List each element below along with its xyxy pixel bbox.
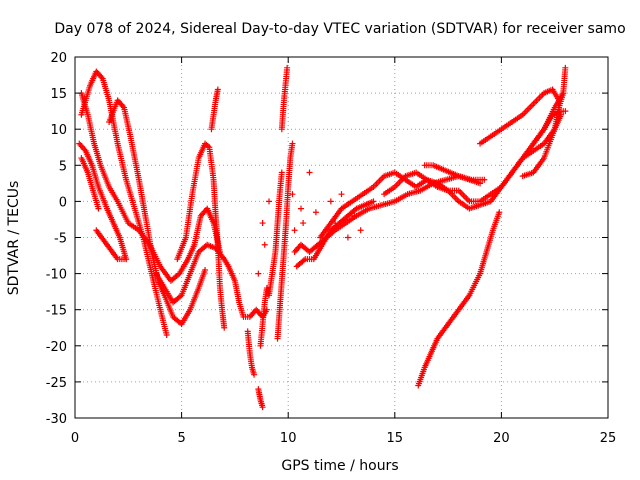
data-point [221,324,228,331]
x-axis-title: GPS time / hours [281,458,398,474]
data-point [259,220,266,227]
data-point [255,270,262,277]
x-tick-label: 0 [71,431,79,446]
y-tick-label: 5 [59,159,67,174]
data-point [95,205,102,212]
y-tick-label: -25 [46,376,67,391]
data-point [344,234,351,241]
y-tick-label: 10 [50,123,67,138]
y-tick-label: 20 [50,51,67,66]
data-point [562,108,569,115]
data-point [562,64,569,71]
y-tick-label: 0 [59,195,67,210]
data-point [284,64,291,71]
data-point [496,209,503,216]
data-point [481,176,488,183]
data-points [76,64,569,411]
data-point [123,256,130,263]
y-tick-label: 15 [50,87,67,102]
data-point [163,331,170,338]
data-point [300,220,307,227]
data-point [291,227,298,234]
data-point [259,404,266,411]
y-tick-label: -5 [54,232,67,247]
data-point [261,241,268,248]
y-tick-label: -15 [46,304,67,319]
data-point [332,220,339,227]
data-point [338,191,345,198]
x-tick-label: 5 [177,431,185,446]
data-point [357,227,364,234]
data-point [289,140,296,147]
data-point [266,198,273,205]
x-tick-label: 10 [280,431,297,446]
x-tick-label: 15 [387,431,404,446]
data-point [278,169,285,176]
axis-tick-labels: 0 5 10 15 20 25 -30 -25 -20 -15 -10 -5 0 5 10 15 20 [46,51,617,446]
data-point [477,180,484,187]
axis-ticks [74,56,609,419]
data-point [251,371,258,378]
x-tick-label: 25 [600,431,617,446]
data-point [306,169,313,176]
y-tick-label: -20 [46,340,67,355]
data-point [202,266,209,273]
x-tick-label: 20 [493,431,510,446]
data-point [327,198,334,205]
data-point [370,198,377,205]
y-tick-label: -30 [46,412,67,427]
chart-title: Day 078 of 2024, Sidereal Day-to-day VTE… [54,21,625,37]
data-point [312,209,319,216]
data-point [297,205,304,212]
y-tick-label: -10 [46,268,67,283]
data-point [214,86,221,93]
data-point [289,191,296,198]
data-point [351,212,358,219]
y-axis-title: SDTVAR / TECUs [6,181,22,296]
